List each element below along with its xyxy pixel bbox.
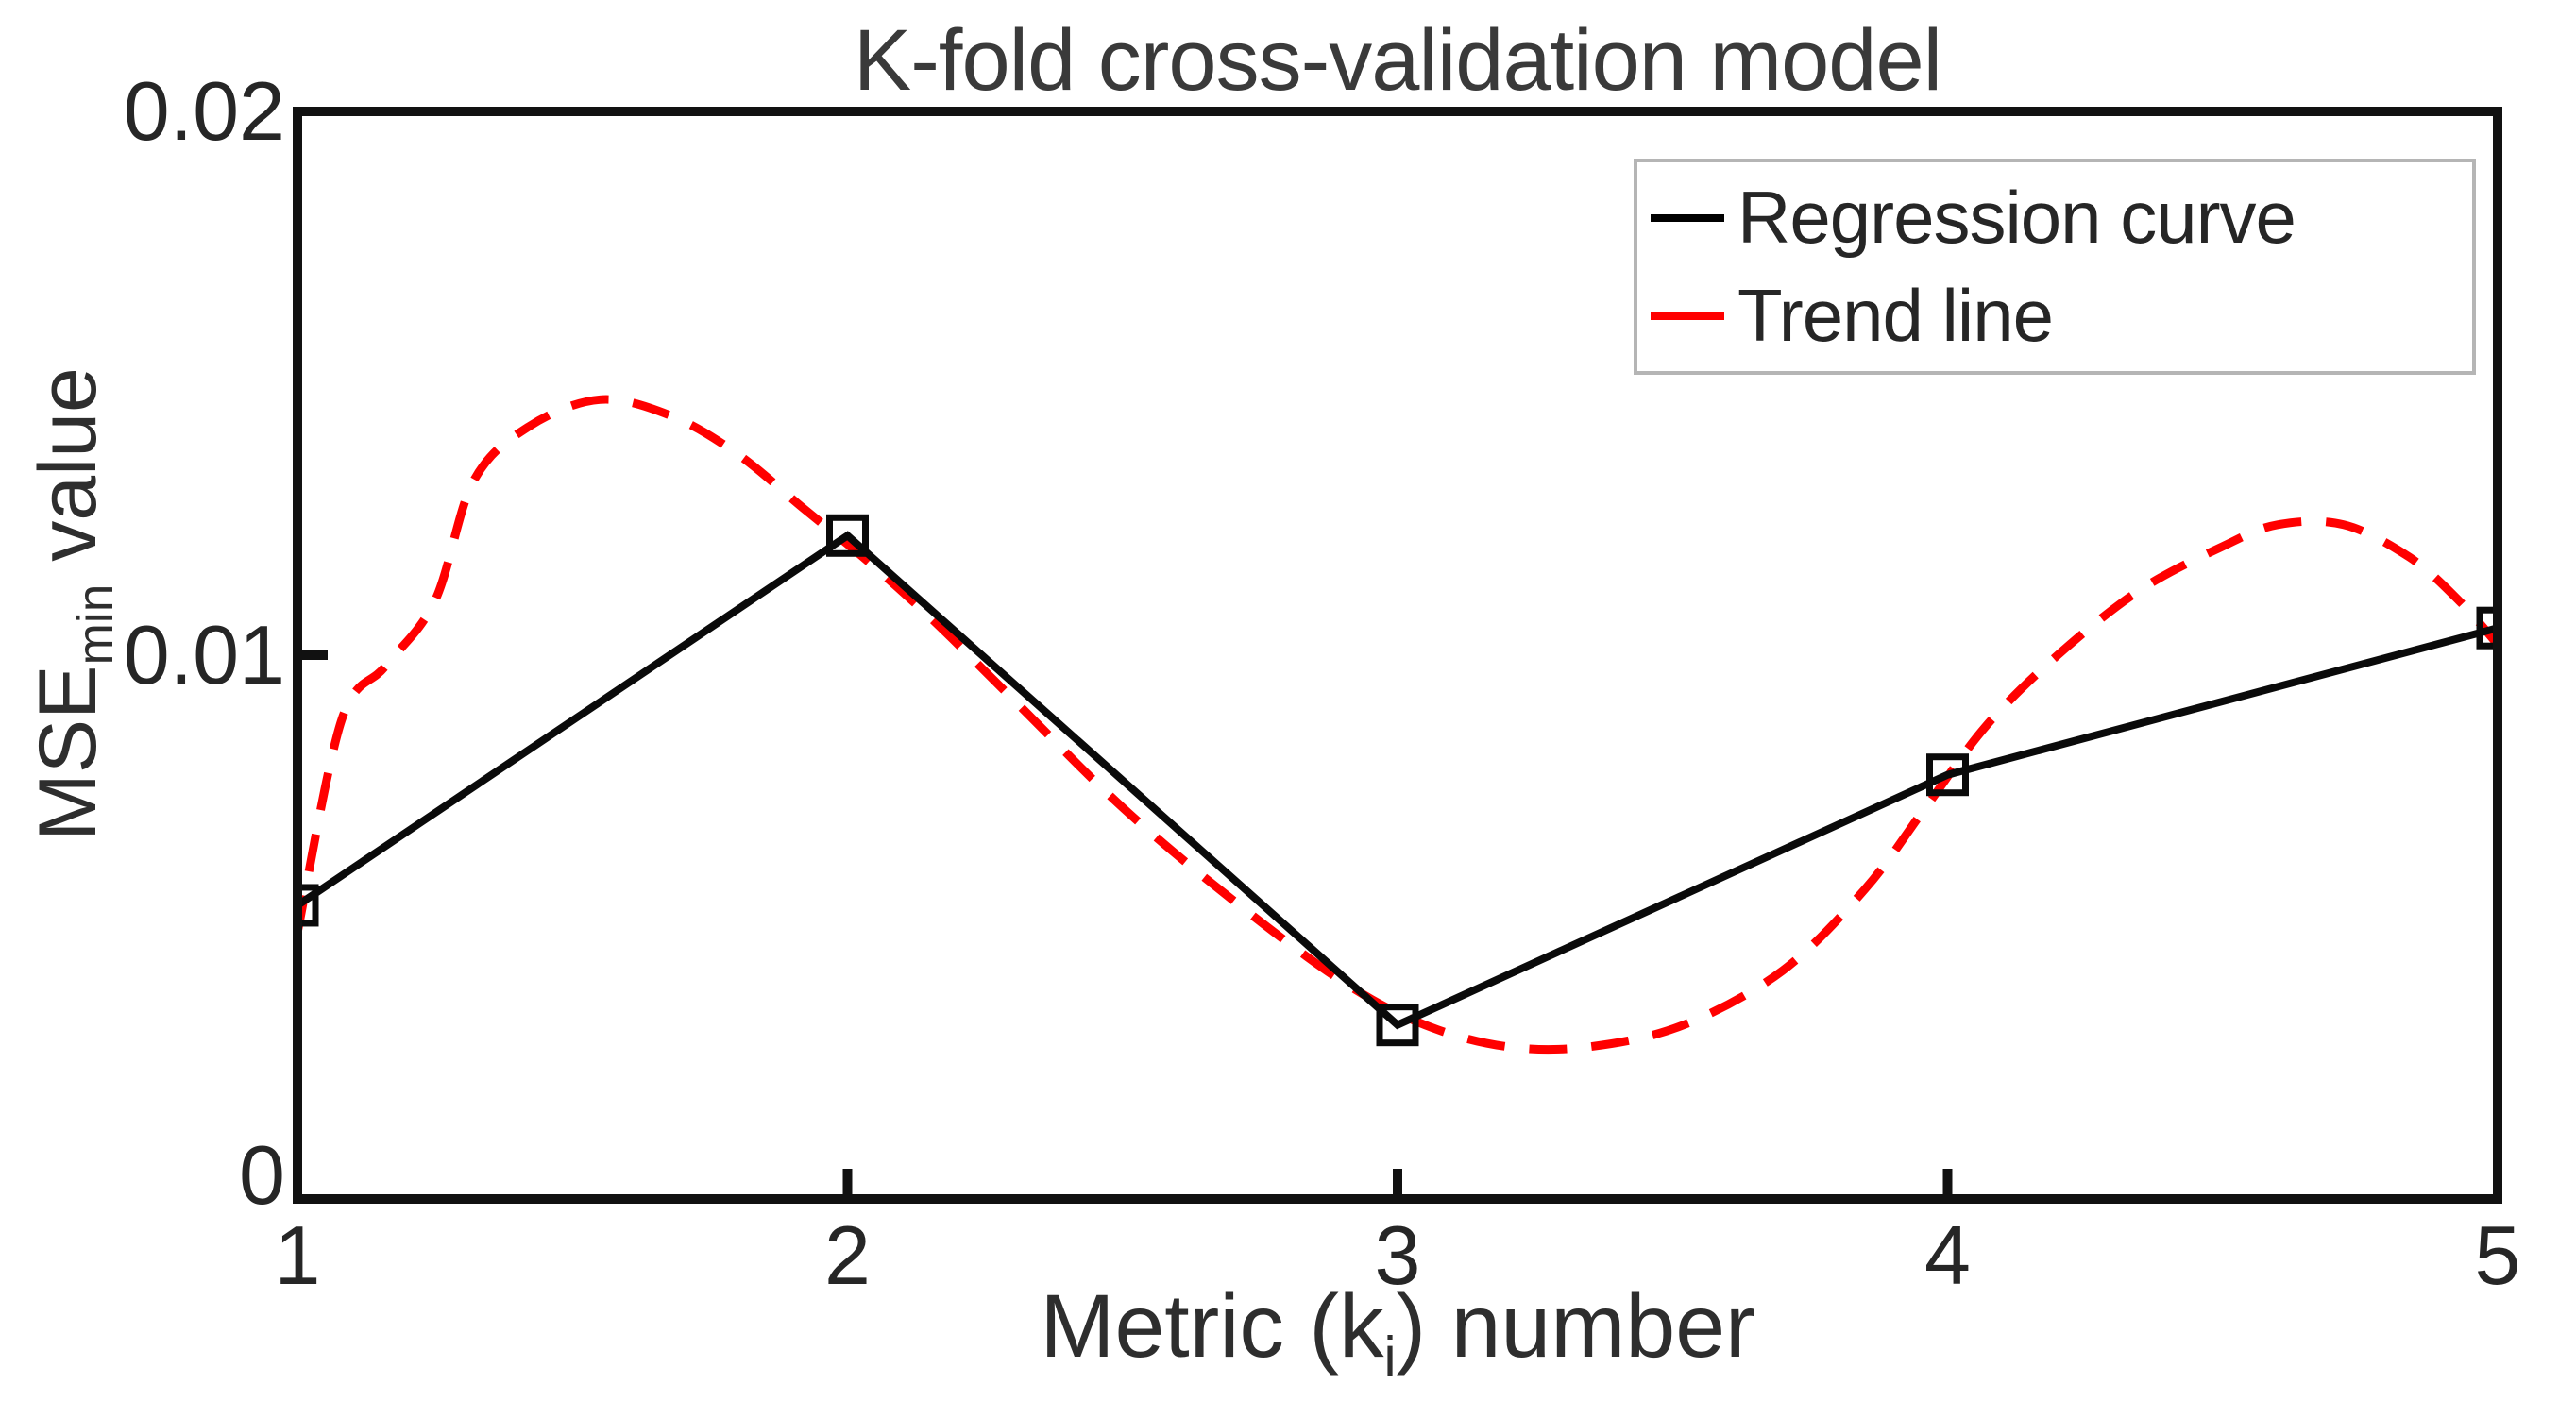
legend-label-regression: Regression curve — [1737, 176, 2296, 259]
y-axis-label-suffix: value — [23, 367, 113, 584]
x-axis-label-subscript: i — [1383, 1326, 1397, 1388]
square-marker — [2476, 606, 2498, 650]
axis-ticks — [293, 107, 2502, 1204]
x-axis-label: Metric (ki) number — [297, 1274, 2498, 1385]
legend-item-trend: Trend line — [1637, 271, 2472, 362]
data-point-markers — [297, 514, 2498, 1047]
x-tick-label: 4 — [1924, 1208, 1971, 1302]
x-axis-label-suffix: ) number — [1396, 1276, 1755, 1376]
axes — [293, 107, 2502, 1204]
series-layer — [297, 395, 2498, 1055]
square-marker — [826, 514, 869, 557]
regression-curve-line — [297, 531, 2498, 1030]
square-marker — [1926, 753, 1969, 797]
legend: Regression curve Trend line — [1634, 159, 2476, 375]
y-tick-label: 0.02 — [123, 64, 285, 158]
x-tick-label: 3 — [1374, 1208, 1421, 1302]
square-marker — [297, 884, 319, 927]
y-tick-label: 0.01 — [123, 608, 285, 701]
trend-line-swatch — [1651, 312, 1724, 320]
x-tick-label: 2 — [824, 1208, 871, 1302]
square-marker — [1376, 1004, 1419, 1047]
chart-title: K-fold cross-validation model — [853, 12, 1942, 109]
legend-label-trend: Trend line — [1737, 274, 2054, 357]
y-tick-label: 0 — [239, 1128, 285, 1222]
y-axis-label: MSEmin value — [11, 38, 125, 1171]
x-axis-label-text: Metric (k — [1040, 1276, 1384, 1376]
trend-line-curve — [297, 395, 2498, 1055]
regression-line-swatch — [1651, 213, 1724, 222]
x-tick-label: 1 — [274, 1208, 321, 1302]
legend-item-regression: Regression curve — [1637, 173, 2472, 263]
x-tick-label: 5 — [2474, 1208, 2521, 1302]
